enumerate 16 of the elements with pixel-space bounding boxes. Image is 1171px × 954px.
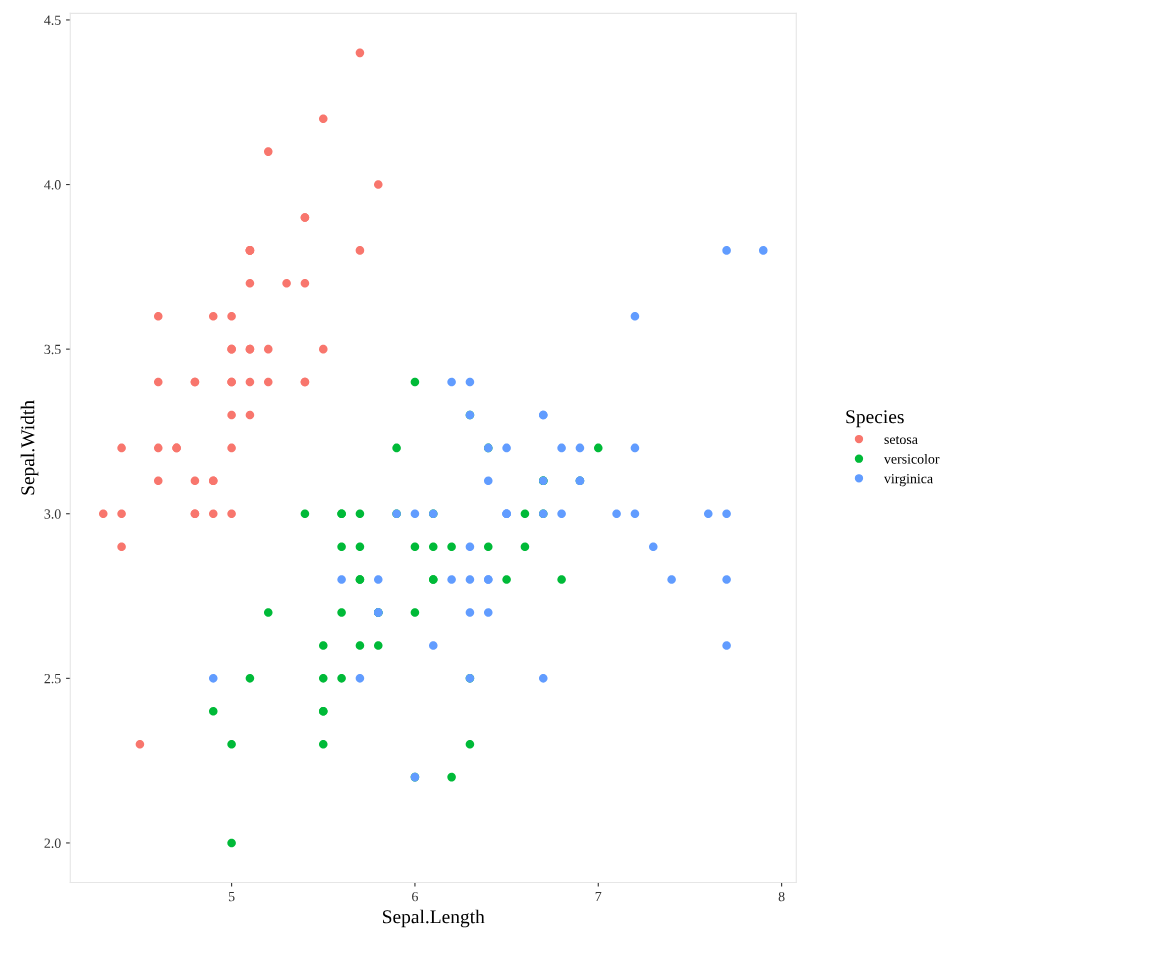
- y-tick-label: 3.5: [44, 344, 61, 355]
- x-tick-label: 8: [778, 891, 785, 902]
- y-tick-label: 4.5: [44, 15, 61, 25]
- y-tick-label: 2.0: [44, 838, 61, 848]
- y-axis-title: Sepal.Width: [20, 400, 39, 495]
- legend-label: virginica: [883, 473, 933, 487]
- y-tick-label: 4.0: [44, 180, 61, 190]
- legend-title: Species: [846, 410, 904, 428]
- y-tick-label: 3.0: [44, 509, 61, 519]
- x-tick-label: 5: [228, 892, 235, 902]
- y-tick-label: 2.5: [44, 673, 61, 684]
- x-axis-title: Sepal.Length: [383, 909, 485, 928]
- legend-label: setosa: [884, 436, 918, 445]
- legend-label: versicolor: [883, 453, 940, 464]
- x-tick-label: 7: [595, 892, 602, 902]
- x-tick-label: 6: [412, 891, 418, 902]
